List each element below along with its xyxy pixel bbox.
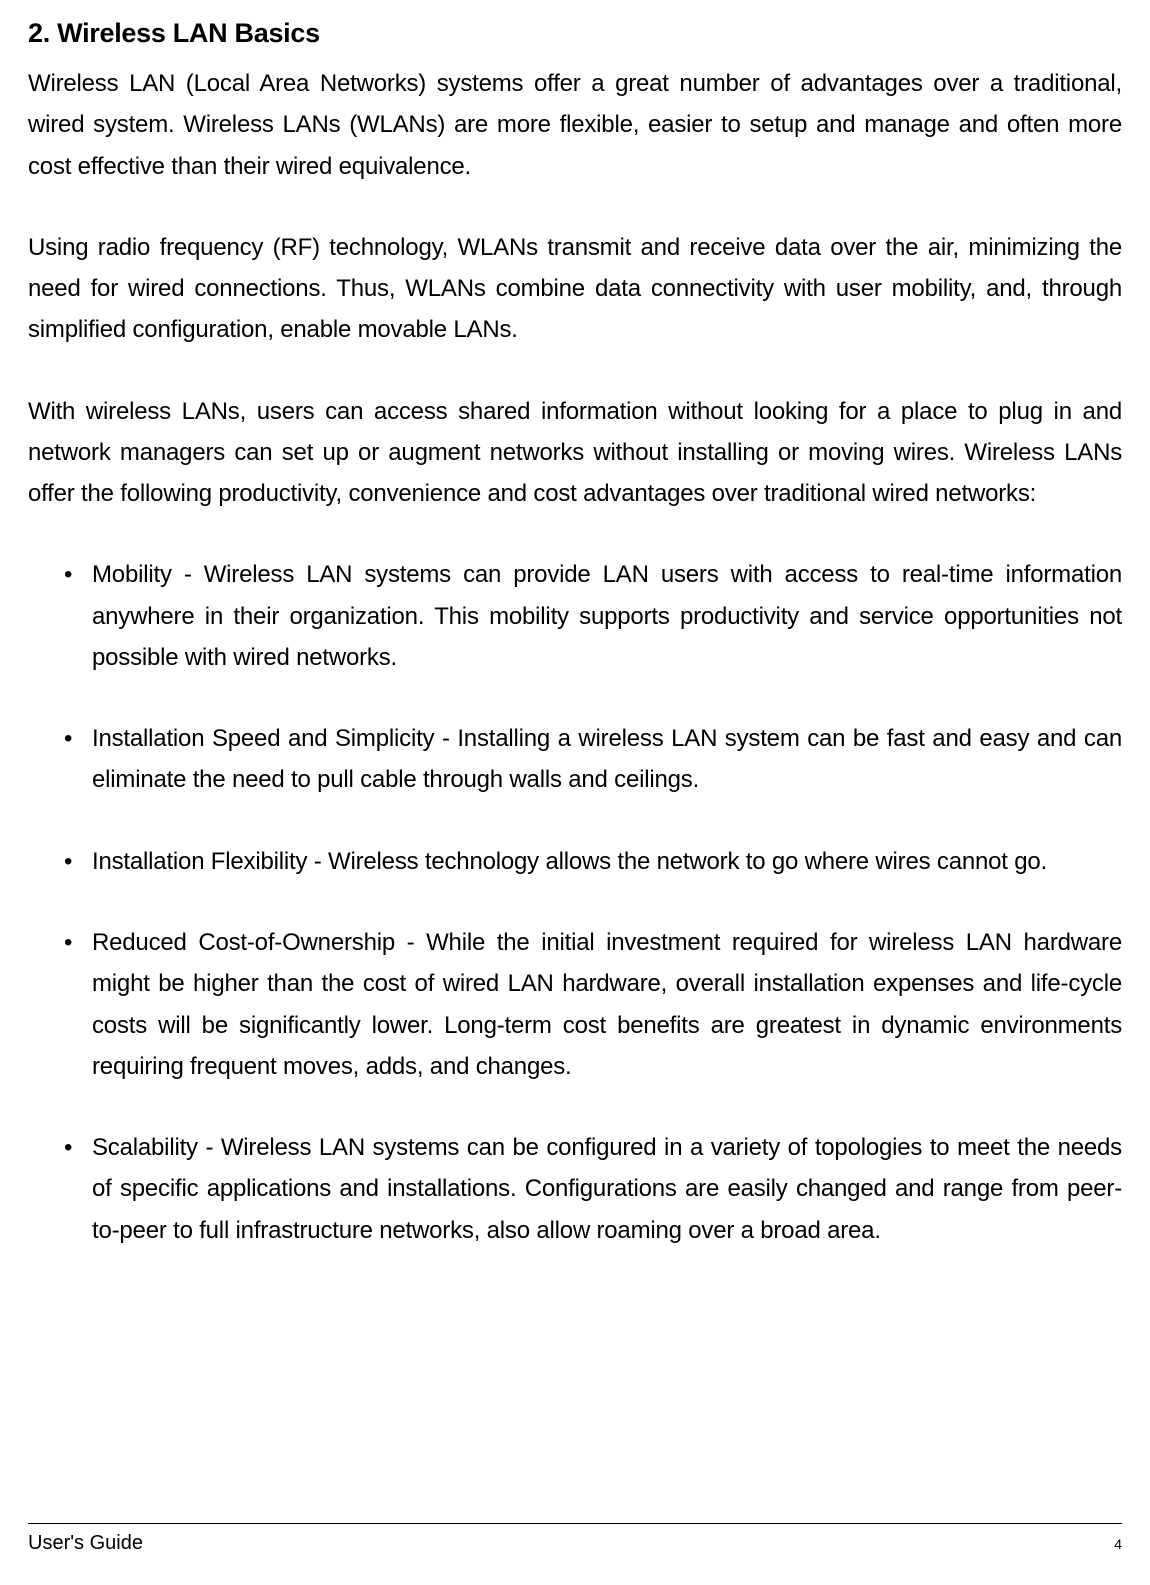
bullet-item: Scalability - Wireless LAN systems can b… (64, 1127, 1122, 1251)
section-heading: 2. Wireless LAN Basics (28, 18, 1122, 49)
bullet-item: Installation Speed and Simplicity - Inst… (64, 718, 1122, 801)
bullet-item: Installation Flexibility - Wireless tech… (64, 841, 1122, 882)
bullet-list: Mobility - Wireless LAN systems can prov… (28, 554, 1122, 1250)
page-footer: User's Guide 4 (28, 1523, 1122, 1555)
body-paragraph: Using radio frequency (RF) technology, W… (28, 227, 1122, 351)
body-paragraph: With wireless LANs, users can access sha… (28, 391, 1122, 515)
footer-title: User's Guide (28, 1532, 143, 1555)
page-number: 4 (1114, 1536, 1122, 1552)
bullet-item: Mobility - Wireless LAN systems can prov… (64, 554, 1122, 678)
bullet-item: Reduced Cost-of-Ownership - While the in… (64, 922, 1122, 1087)
body-paragraph: Wireless LAN (Local Area Networks) syste… (28, 63, 1122, 187)
